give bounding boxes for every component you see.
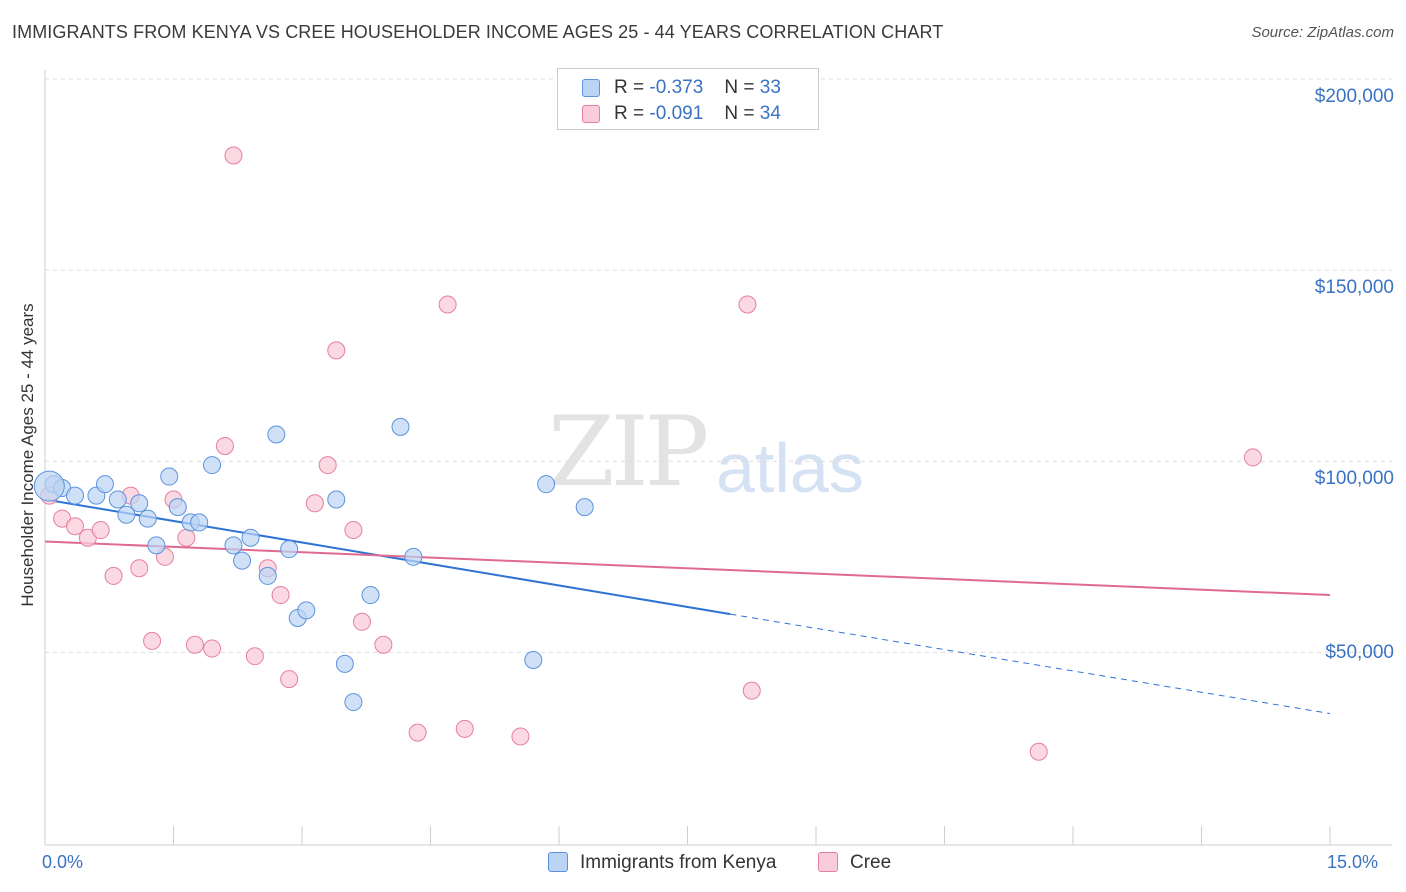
trendline-cree bbox=[44, 540, 1331, 597]
data-point-cree bbox=[224, 146, 243, 165]
data-point-kenya bbox=[95, 475, 114, 494]
data-point-cree bbox=[1243, 448, 1262, 467]
data-point-kenya bbox=[65, 486, 84, 505]
source-label: Source: ZipAtlas.com bbox=[1251, 24, 1394, 41]
chart-title: IMMIGRANTS FROM KENYA VS CREE HOUSEHOLDE… bbox=[12, 22, 944, 42]
data-point-cree bbox=[438, 295, 457, 314]
stats-box: R = -0.373 N = 33 R = -0.091 N = 34 bbox=[557, 68, 819, 130]
r-label: R = bbox=[614, 103, 645, 124]
data-point-cree bbox=[91, 521, 110, 540]
data-point-kenya bbox=[130, 494, 149, 513]
data-point-cree bbox=[271, 586, 290, 605]
data-point-kenya bbox=[335, 654, 354, 673]
data-point-kenya bbox=[537, 475, 556, 494]
data-point-cree bbox=[318, 456, 337, 475]
data-point-cree bbox=[65, 517, 84, 536]
data-point-cree bbox=[352, 612, 371, 631]
data-point-cree bbox=[143, 631, 162, 650]
data-point-kenya bbox=[224, 536, 243, 555]
r-value: -0.373 bbox=[649, 77, 704, 98]
legend-item-cree[interactable]: Cree bbox=[818, 852, 891, 874]
data-point-cree bbox=[1029, 742, 1048, 761]
data-point-cree bbox=[327, 341, 346, 360]
data-point-cree bbox=[455, 719, 474, 738]
y-tick-label: $100,000 bbox=[1314, 468, 1394, 489]
kenya-swatch bbox=[582, 79, 600, 97]
data-point-kenya bbox=[33, 470, 65, 502]
data-point-kenya bbox=[361, 586, 380, 605]
x-tick-label: 15.0% bbox=[1327, 852, 1379, 872]
y-tick-label: $50,000 bbox=[1325, 642, 1394, 663]
n-value: 33 bbox=[759, 77, 781, 98]
data-point-kenya bbox=[297, 601, 316, 620]
data-point-kenya bbox=[267, 425, 286, 444]
data-point-kenya bbox=[147, 536, 166, 555]
data-point-cree bbox=[215, 436, 234, 455]
data-point-cree bbox=[511, 727, 530, 746]
r-value: -0.091 bbox=[649, 103, 704, 124]
data-point-kenya bbox=[168, 498, 187, 517]
data-point-cree bbox=[185, 635, 204, 654]
data-point-cree bbox=[203, 639, 222, 658]
y-axis-label: Householder Income Ages 25 - 44 years bbox=[18, 303, 37, 607]
data-point-kenya bbox=[344, 693, 363, 712]
data-point-kenya bbox=[280, 540, 299, 559]
legend-swatch-cree bbox=[818, 852, 838, 872]
y-tick-label: $200,000 bbox=[1314, 86, 1394, 107]
data-point-cree bbox=[738, 295, 757, 314]
data-point-kenya bbox=[391, 417, 410, 436]
data-point-kenya bbox=[203, 456, 222, 475]
points-kenya bbox=[33, 417, 594, 712]
data-point-cree bbox=[104, 566, 123, 585]
data-point-cree bbox=[742, 681, 761, 700]
trendline-cree-solid bbox=[44, 540, 1331, 597]
watermark-atlas: atlas bbox=[716, 429, 864, 507]
trendline-kenya bbox=[44, 498, 1331, 715]
trendline-kenya-solid bbox=[44, 498, 731, 616]
data-point-cree bbox=[374, 635, 393, 654]
data-point-kenya bbox=[160, 467, 179, 486]
trendline-kenya-dashed bbox=[730, 613, 1331, 715]
watermark-zip: ZIP bbox=[548, 396, 709, 508]
data-point-cree bbox=[305, 494, 324, 513]
legend-swatch-kenya bbox=[548, 852, 568, 872]
data-point-kenya bbox=[524, 651, 543, 670]
legend-item-kenya[interactable]: Immigrants from Kenya bbox=[548, 852, 776, 874]
data-point-cree bbox=[245, 647, 264, 666]
legend-label-kenya: Immigrants from Kenya bbox=[580, 852, 777, 873]
data-point-kenya bbox=[404, 547, 423, 566]
data-point-kenya bbox=[258, 566, 277, 585]
data-point-cree bbox=[177, 528, 196, 547]
points-cree bbox=[40, 146, 1262, 761]
cree-swatch bbox=[582, 105, 600, 123]
n-value: 34 bbox=[759, 103, 781, 124]
data-point-kenya bbox=[233, 551, 252, 570]
data-point-cree bbox=[280, 670, 299, 689]
y-tick-label: $150,000 bbox=[1314, 277, 1394, 298]
data-point-kenya bbox=[327, 490, 346, 509]
data-point-kenya bbox=[241, 528, 260, 547]
axes bbox=[44, 70, 1392, 846]
legend-label-cree: Cree bbox=[850, 852, 892, 873]
data-point-cree bbox=[408, 723, 427, 742]
data-point-kenya bbox=[575, 498, 594, 517]
data-point-cree bbox=[344, 521, 363, 540]
n-label: N = bbox=[724, 103, 755, 124]
data-point-kenya bbox=[138, 509, 157, 528]
n-label: N = bbox=[724, 77, 755, 98]
data-point-kenya bbox=[190, 513, 209, 532]
data-point-cree bbox=[130, 559, 149, 578]
data-point-kenya bbox=[108, 490, 127, 509]
r-label: R = bbox=[614, 77, 645, 98]
data-point-kenya bbox=[117, 505, 136, 524]
x-tick-label: 0.0% bbox=[42, 852, 84, 872]
